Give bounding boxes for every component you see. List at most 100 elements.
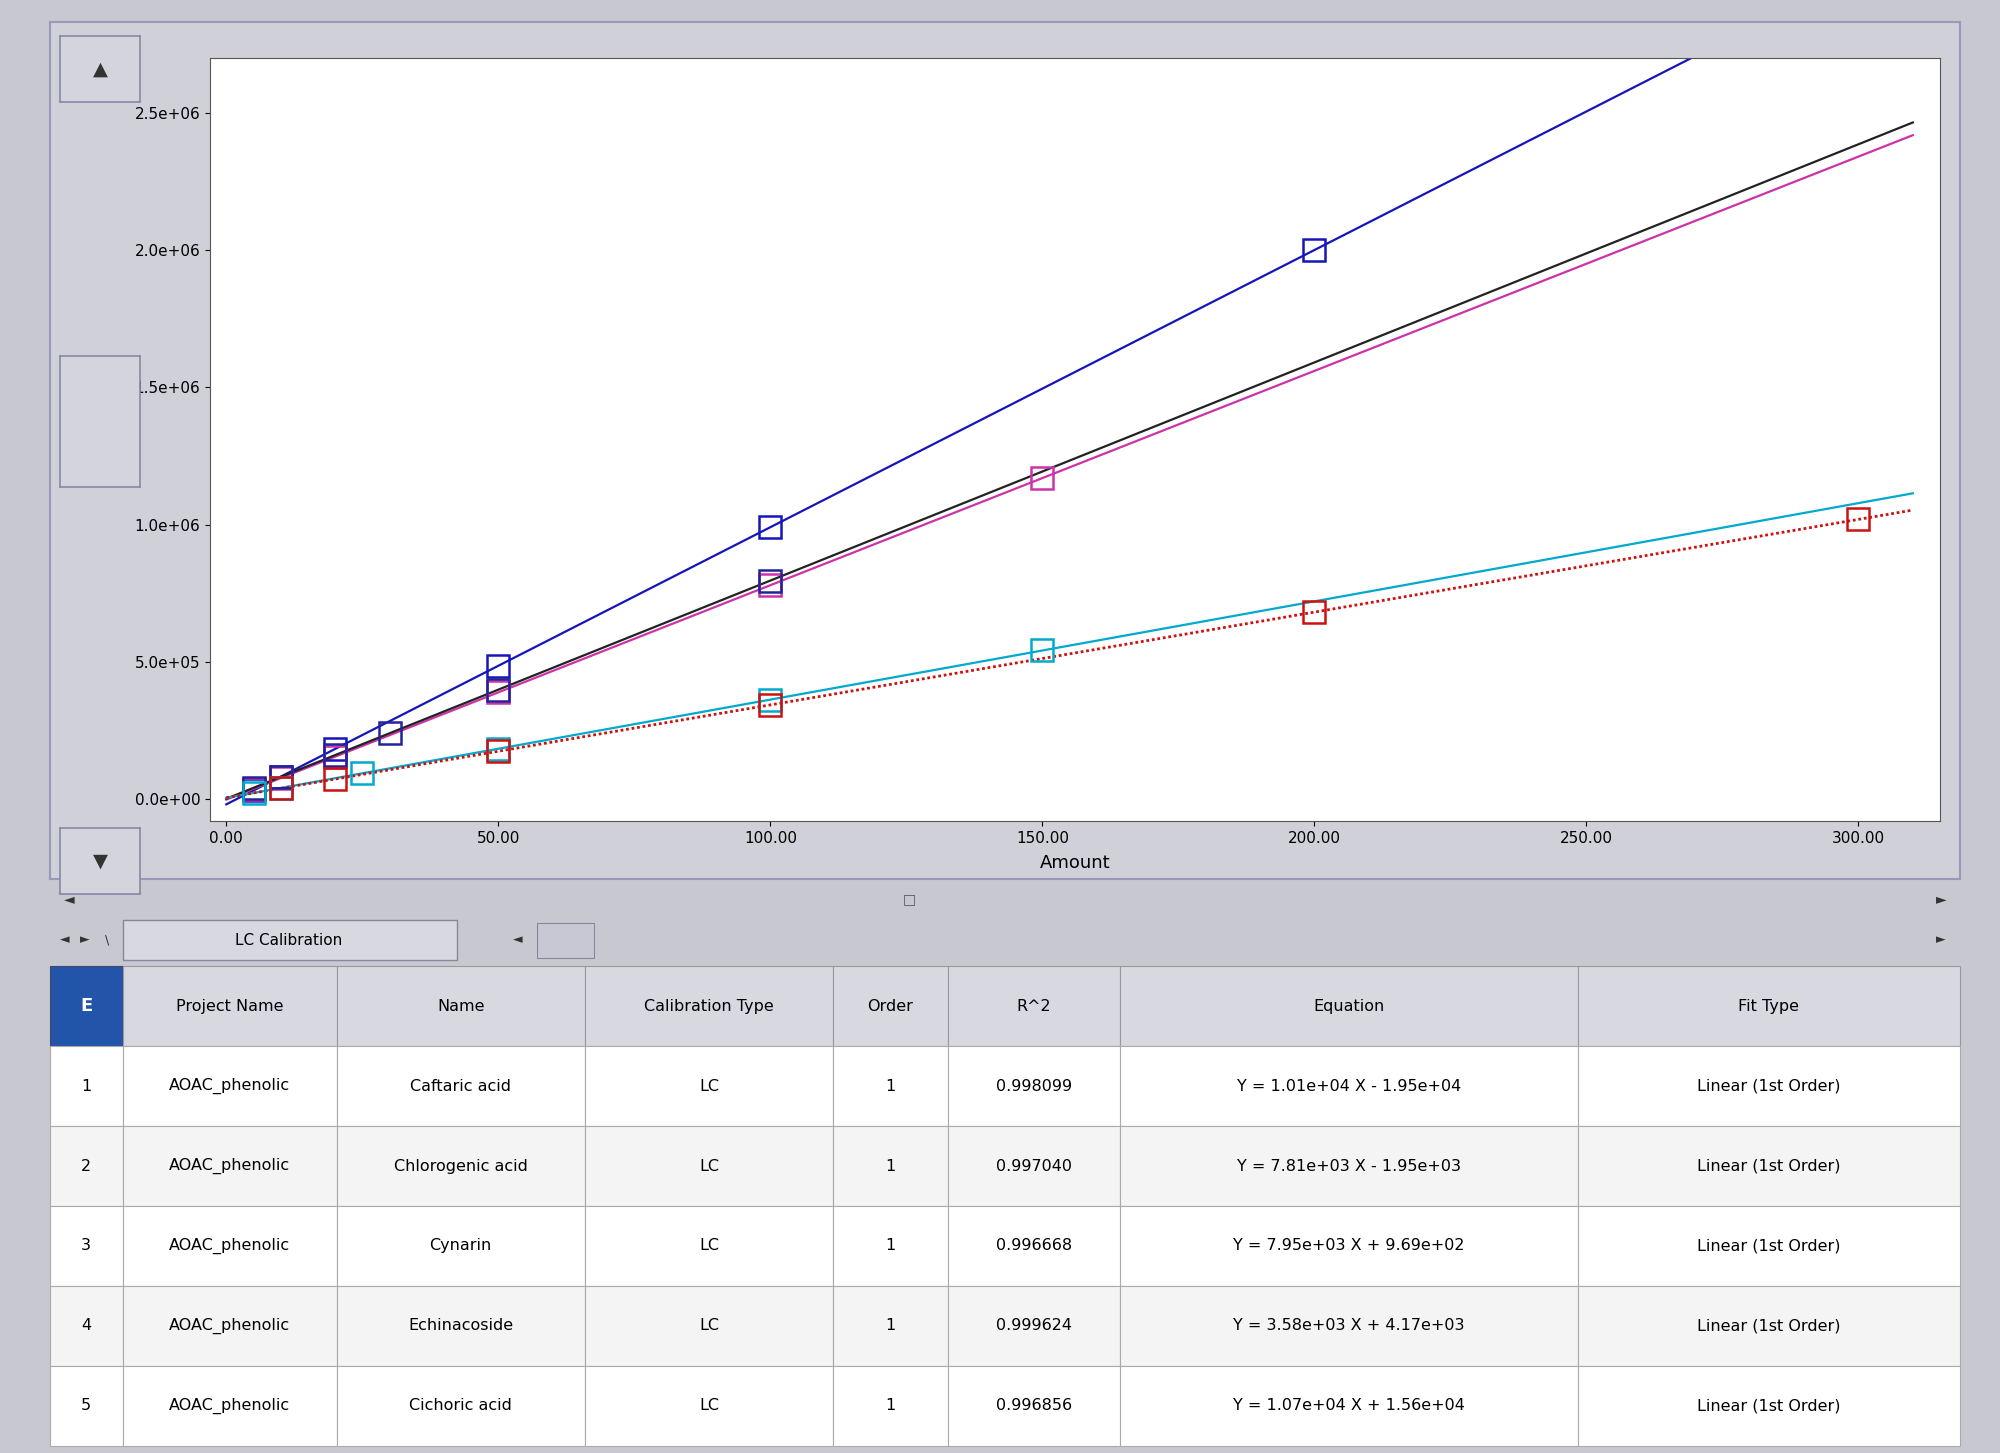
- Text: Y = 3.58e+03 X + 4.17e+03: Y = 3.58e+03 X + 4.17e+03: [1234, 1318, 1464, 1334]
- Text: ◄: ◄: [514, 934, 522, 946]
- Bar: [1578, 966, 1960, 1046]
- Text: LC: LC: [698, 1318, 718, 1334]
- Text: \: \: [106, 934, 110, 946]
- Text: Project Name: Project Name: [176, 998, 284, 1014]
- Bar: [50, 1206, 122, 1286]
- Bar: [336, 1206, 584, 1286]
- Bar: [948, 1206, 1120, 1286]
- Text: 2: 2: [82, 1158, 92, 1174]
- Bar: [584, 966, 834, 1046]
- Bar: [50, 966, 122, 1046]
- Text: LC: LC: [698, 1078, 718, 1094]
- Text: Cichoric acid: Cichoric acid: [410, 1398, 512, 1414]
- Text: AOAC_phenolic: AOAC_phenolic: [168, 1078, 290, 1094]
- Text: LC: LC: [698, 1238, 718, 1254]
- Bar: [122, 1126, 336, 1206]
- Text: 0.997040: 0.997040: [996, 1158, 1072, 1174]
- X-axis label: Amount: Amount: [1040, 854, 1110, 872]
- Text: 3: 3: [82, 1238, 92, 1254]
- Bar: [834, 1366, 948, 1446]
- Text: Linear (1st Order): Linear (1st Order): [1698, 1398, 1840, 1414]
- Bar: [834, 1126, 948, 1206]
- Text: ▲: ▲: [92, 60, 108, 78]
- Bar: [1120, 1126, 1578, 1206]
- Text: 1: 1: [886, 1158, 896, 1174]
- Text: Linear (1st Order): Linear (1st Order): [1698, 1158, 1840, 1174]
- Text: Y = 1.07e+04 X + 1.56e+04: Y = 1.07e+04 X + 1.56e+04: [1232, 1398, 1464, 1414]
- Bar: [50, 1126, 122, 1206]
- Text: Cynarin: Cynarin: [430, 1238, 492, 1254]
- Text: ►: ►: [1936, 934, 1946, 946]
- Bar: [834, 1046, 948, 1126]
- Text: □: □: [902, 892, 916, 907]
- Text: ◄: ◄: [60, 934, 70, 946]
- Text: LC: LC: [698, 1398, 718, 1414]
- Bar: [584, 1366, 834, 1446]
- Text: 1: 1: [886, 1078, 896, 1094]
- Text: Chlorogenic acid: Chlorogenic acid: [394, 1158, 528, 1174]
- Bar: [336, 1126, 584, 1206]
- Text: Calibration Type: Calibration Type: [644, 998, 774, 1014]
- Text: 5: 5: [82, 1398, 92, 1414]
- Text: Fit Type: Fit Type: [1738, 998, 1800, 1014]
- Text: Equation: Equation: [1314, 998, 1384, 1014]
- Bar: [122, 966, 336, 1046]
- Bar: [336, 1366, 584, 1446]
- Bar: [1120, 966, 1578, 1046]
- Bar: [584, 1206, 834, 1286]
- Bar: [584, 1046, 834, 1126]
- Text: AOAC_phenolic: AOAC_phenolic: [168, 1398, 290, 1414]
- Bar: [122, 1286, 336, 1366]
- Text: 0.996668: 0.996668: [996, 1238, 1072, 1254]
- Text: Name: Name: [436, 998, 484, 1014]
- Bar: [948, 1366, 1120, 1446]
- Text: Y = 1.01e+04 X - 1.95e+04: Y = 1.01e+04 X - 1.95e+04: [1236, 1078, 1460, 1094]
- Text: ▼: ▼: [92, 851, 108, 870]
- Bar: [122, 1046, 336, 1126]
- Bar: [336, 1046, 584, 1126]
- Bar: [948, 1046, 1120, 1126]
- Text: 1: 1: [886, 1238, 896, 1254]
- Text: 1: 1: [886, 1318, 896, 1334]
- Text: ►: ►: [1936, 892, 1946, 907]
- Text: LC Calibration: LC Calibration: [236, 933, 342, 947]
- Bar: [336, 1286, 584, 1366]
- Text: 1: 1: [82, 1078, 92, 1094]
- Text: Linear (1st Order): Linear (1st Order): [1698, 1318, 1840, 1334]
- Text: 4: 4: [82, 1318, 92, 1334]
- Text: Y = 7.81e+03 X - 1.95e+03: Y = 7.81e+03 X - 1.95e+03: [1236, 1158, 1460, 1174]
- Text: 1: 1: [886, 1398, 896, 1414]
- Bar: [948, 1126, 1120, 1206]
- Text: AOAC_phenolic: AOAC_phenolic: [168, 1158, 290, 1174]
- Bar: [122, 1366, 336, 1446]
- Bar: [1578, 1046, 1960, 1126]
- Text: AOAC_phenolic: AOAC_phenolic: [168, 1318, 290, 1334]
- Bar: [1120, 1286, 1578, 1366]
- Bar: [584, 1126, 834, 1206]
- Bar: [834, 1286, 948, 1366]
- Text: AOAC_phenolic: AOAC_phenolic: [168, 1238, 290, 1254]
- Text: 0.996856: 0.996856: [996, 1398, 1072, 1414]
- Text: LC: LC: [698, 1158, 718, 1174]
- Text: Linear (1st Order): Linear (1st Order): [1698, 1078, 1840, 1094]
- Text: R^2: R^2: [1016, 998, 1050, 1014]
- Text: 0.999624: 0.999624: [996, 1318, 1072, 1334]
- Text: Echinacoside: Echinacoside: [408, 1318, 514, 1334]
- Bar: [122, 921, 456, 959]
- Text: Linear (1st Order): Linear (1st Order): [1698, 1238, 1840, 1254]
- Text: Caftaric acid: Caftaric acid: [410, 1078, 512, 1094]
- Bar: [50, 1286, 122, 1366]
- Bar: [948, 966, 1120, 1046]
- Bar: [122, 1206, 336, 1286]
- Bar: [1578, 1206, 1960, 1286]
- Bar: [834, 1206, 948, 1286]
- Text: ◄: ◄: [64, 892, 74, 907]
- Text: Order: Order: [868, 998, 914, 1014]
- Bar: [834, 966, 948, 1046]
- Bar: [1578, 1126, 1960, 1206]
- Y-axis label: Area: Area: [108, 418, 126, 461]
- Text: ►: ►: [80, 934, 90, 946]
- Bar: [50, 1046, 122, 1126]
- Bar: [336, 966, 584, 1046]
- Text: E: E: [80, 997, 92, 1016]
